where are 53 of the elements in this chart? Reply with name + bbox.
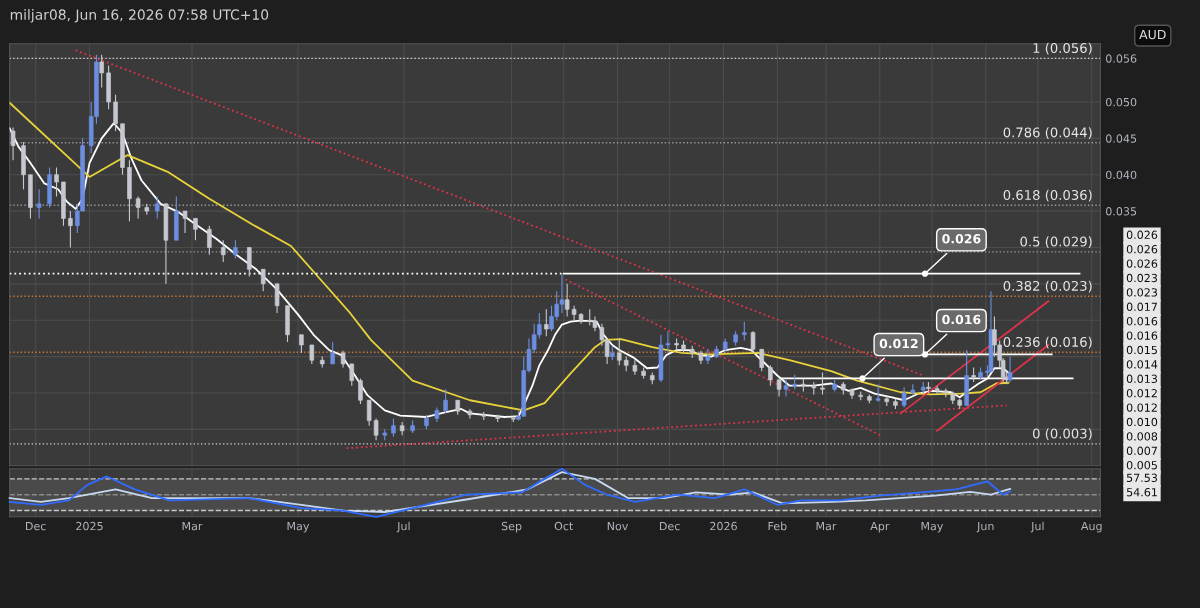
ref-line-label: 0.5 (0.029) bbox=[1020, 236, 1092, 249]
x-tick-label: Sep bbox=[501, 521, 522, 533]
text: 0.012 bbox=[1126, 389, 1157, 398]
x-tick-label: Feb bbox=[768, 521, 787, 531]
ref-line-label: 0 (0.003) bbox=[1032, 428, 1092, 441]
x-tick-label: Jul bbox=[1030, 521, 1044, 533]
text: 0.010 bbox=[1126, 417, 1158, 427]
text: 0.016 bbox=[1126, 317, 1158, 326]
text: 0.026 bbox=[1126, 245, 1158, 254]
x-tick-label: Mar bbox=[816, 522, 837, 531]
ref-line-label: 0.236 (0.016) bbox=[1003, 336, 1092, 349]
text: 0.016 bbox=[1126, 331, 1158, 340]
text: 0.012 bbox=[1126, 403, 1157, 412]
ref-line-label: 0.786 (0.044) bbox=[1003, 127, 1092, 139]
y-tick-label: 0.056 bbox=[1105, 54, 1137, 63]
x-tick-label: Dec bbox=[25, 522, 46, 531]
text: 0.015 bbox=[1126, 345, 1157, 355]
text: 0.023 bbox=[1126, 273, 1158, 283]
text: 0.017 bbox=[1126, 302, 1157, 311]
y-tick-label: 0.050 bbox=[1105, 97, 1137, 107]
text: 0.005 bbox=[1126, 461, 1157, 470]
text: 0.014 bbox=[1126, 360, 1158, 369]
y-tick-label: 0.045 bbox=[1105, 134, 1137, 143]
annotation: 0.012 bbox=[879, 338, 918, 349]
annotation: 0.026 bbox=[942, 234, 981, 244]
x-tick-label: Dec bbox=[659, 522, 680, 531]
x-tick-label: 2025 bbox=[76, 521, 103, 531]
text: 57.53 bbox=[1126, 473, 1158, 482]
ref-line-label: 0.382 (0.023) bbox=[1003, 280, 1092, 293]
x-tick-label: 2026 bbox=[710, 521, 737, 531]
x-tick-label: Oct bbox=[554, 521, 574, 531]
x-tick-label: Nov bbox=[607, 522, 629, 531]
ref-line-label: 1 (0.056) bbox=[1033, 42, 1092, 55]
annotation: 0.016 bbox=[942, 314, 981, 325]
x-tick-label: May bbox=[287, 522, 310, 533]
chart-title: miljar08, Jun 16, 2026 07:58 UTC+10 bbox=[10, 9, 269, 23]
text: 0.008 bbox=[1126, 432, 1158, 441]
y-tick-label: 0.040 bbox=[1105, 170, 1137, 180]
x-tick-label: Mar bbox=[182, 522, 203, 531]
x-tick-label: Jun bbox=[976, 522, 994, 533]
x-tick-label: Apr bbox=[870, 522, 890, 533]
text: 0.023 bbox=[1126, 288, 1158, 297]
y-axis-title: AUD bbox=[1139, 29, 1166, 40]
text: 0.026 bbox=[1126, 259, 1158, 268]
x-tick-label: Jul bbox=[396, 521, 410, 533]
text: 0.007 bbox=[1126, 446, 1157, 455]
text: 0.013 bbox=[1126, 374, 1158, 383]
text: 0.026 bbox=[1126, 230, 1158, 239]
text: 54.61 bbox=[1126, 487, 1157, 497]
ref-line-label: 0.618 (0.036) bbox=[1003, 189, 1092, 202]
y-tick-label: 0.035 bbox=[1105, 207, 1137, 216]
x-tick-label: May bbox=[921, 522, 944, 533]
x-tick-label: Aug bbox=[1080, 522, 1102, 533]
